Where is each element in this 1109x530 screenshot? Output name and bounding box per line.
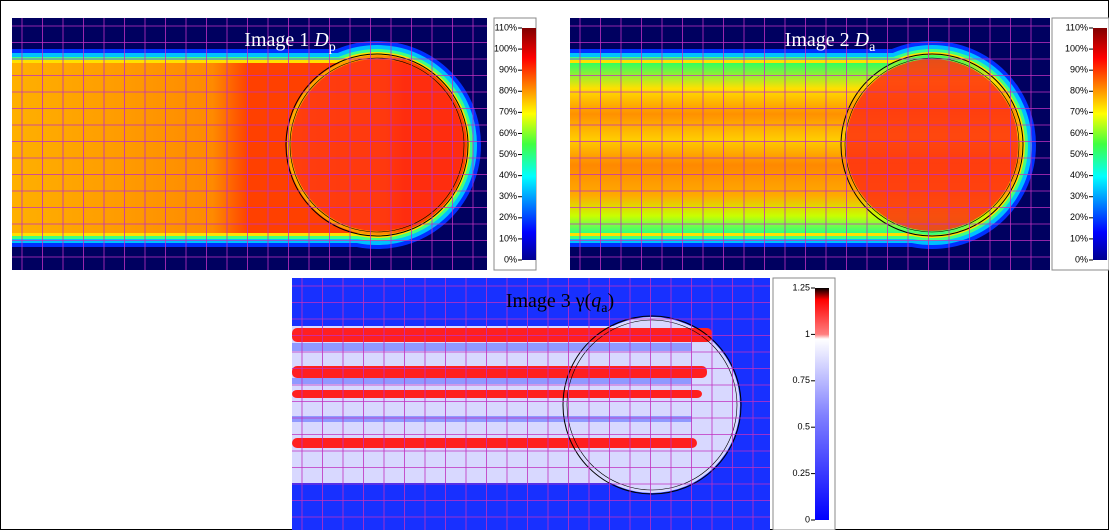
colorbar-tick-label: 40%	[1070, 170, 1088, 180]
colorbar-tick-label: 100%	[494, 43, 517, 53]
outline	[566, 319, 738, 491]
colorbar-tick-label: 0.5	[797, 422, 810, 432]
colorbar-tick-label: 100%	[1065, 43, 1088, 53]
colorbar-tick-label: 50%	[499, 149, 517, 159]
colorbar-tick-label: 0.25	[792, 468, 810, 478]
colorbar-tick-label: 0.75	[792, 375, 810, 385]
pass-stripe	[292, 343, 692, 351]
heatmap	[12, 18, 487, 270]
colorbar-tick-label: 30%	[499, 191, 517, 201]
colorbar-tick-label: 60%	[499, 128, 517, 138]
outline	[562, 315, 742, 495]
panel-title: Image 3 γ(qa)	[506, 290, 614, 316]
outline	[840, 53, 1024, 237]
dose-core	[291, 59, 463, 231]
colorbar-tick-label: 110%	[1066, 22, 1088, 32]
panel-title: Image 1 Dp	[244, 29, 335, 55]
colorbar	[1093, 28, 1107, 260]
outline	[285, 53, 469, 237]
colorbar-tick-label: 50%	[1070, 149, 1088, 159]
colorbar-tick-label: 0%	[1075, 254, 1088, 264]
fail-stripe	[292, 366, 707, 378]
fail-stripe	[292, 328, 712, 342]
dose-field	[564, 317, 740, 493]
colorbar-tick-label: 90%	[499, 65, 517, 75]
colorbar-tick-label: 10%	[499, 233, 517, 243]
fail-stripe	[292, 438, 697, 448]
colorbar-tick-label: 80%	[499, 86, 517, 96]
colorbar-tick-label: 1	[805, 329, 810, 339]
outline	[844, 57, 1020, 233]
colorbar	[815, 288, 829, 520]
colorbar-tick-label: 80%	[1070, 86, 1088, 96]
fail-stripe	[292, 390, 702, 398]
colorbar	[522, 28, 536, 260]
colorbar-tick-label: 70%	[1070, 107, 1088, 117]
colorbar-tick-label: 110%	[495, 22, 517, 32]
pass-stripe	[292, 378, 692, 384]
colorbar-tick-label: 70%	[499, 107, 517, 117]
colorbar-tick-label: 0	[805, 514, 810, 524]
pass-stripe	[292, 416, 692, 422]
dose-core	[846, 59, 1018, 231]
heatmap	[292, 278, 770, 530]
colorbar-tick-label: 30%	[1070, 191, 1088, 201]
colorbar-tick-label: 1.25	[792, 282, 810, 292]
colorbar-tick-label: 0%	[504, 254, 517, 264]
colorbar-tick-label: 20%	[1070, 212, 1088, 222]
colorbar-tick-label: 20%	[499, 212, 517, 222]
panel-title: Image 2 Da	[785, 29, 876, 55]
outline	[289, 57, 465, 233]
colorbar-tick-label: 10%	[1070, 233, 1088, 243]
heatmap	[570, 18, 1050, 270]
colorbar-tick-label: 40%	[499, 170, 517, 180]
colorbar-tick-label: 90%	[1070, 65, 1088, 75]
colorbar-tick-label: 60%	[1070, 128, 1088, 138]
